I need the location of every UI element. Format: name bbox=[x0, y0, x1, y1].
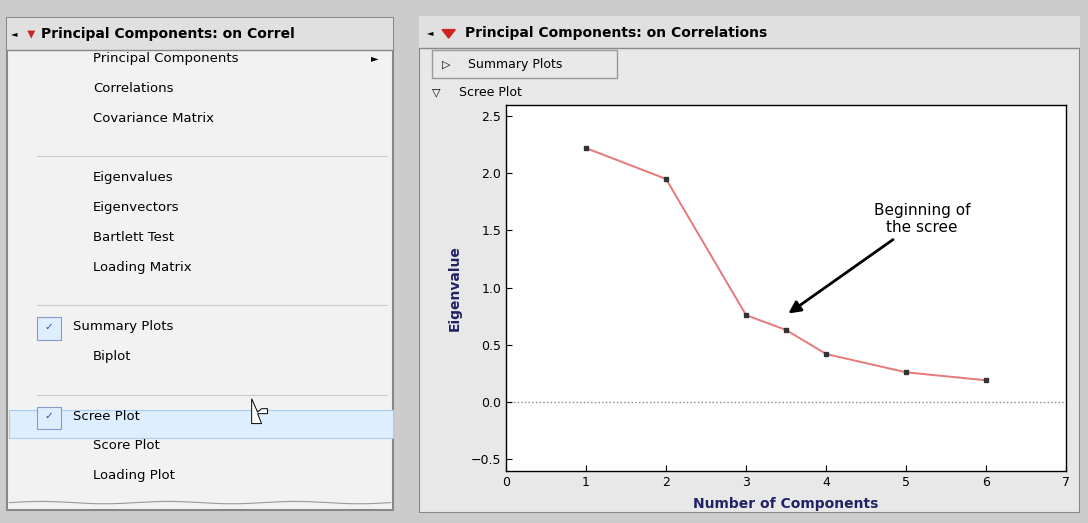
Y-axis label: Eigenvalue: Eigenvalue bbox=[448, 245, 462, 331]
Text: ▽: ▽ bbox=[432, 88, 441, 98]
Text: ◄: ◄ bbox=[11, 30, 17, 39]
Text: ✓: ✓ bbox=[45, 322, 53, 332]
Text: ▷: ▷ bbox=[442, 60, 450, 70]
Text: ◄: ◄ bbox=[426, 29, 433, 38]
Text: ►: ► bbox=[371, 53, 379, 63]
Text: Summary Plots: Summary Plots bbox=[469, 58, 562, 71]
FancyBboxPatch shape bbox=[8, 18, 393, 510]
Text: Score Plot: Score Plot bbox=[92, 439, 160, 452]
Text: Loading Matrix: Loading Matrix bbox=[92, 260, 191, 274]
Text: Loading Plot: Loading Plot bbox=[92, 469, 175, 482]
Text: Bartlett Test: Bartlett Test bbox=[92, 231, 174, 244]
Text: Summary Plots: Summary Plots bbox=[73, 320, 173, 333]
Text: Correlations: Correlations bbox=[92, 82, 173, 95]
FancyBboxPatch shape bbox=[432, 51, 617, 78]
FancyBboxPatch shape bbox=[37, 407, 61, 429]
Text: Eigenvectors: Eigenvectors bbox=[92, 201, 180, 214]
Text: Scree Plot: Scree Plot bbox=[458, 86, 521, 99]
Polygon shape bbox=[442, 30, 455, 38]
FancyBboxPatch shape bbox=[37, 317, 61, 339]
FancyBboxPatch shape bbox=[419, 16, 1080, 48]
Text: Biplot: Biplot bbox=[92, 350, 132, 363]
Text: Covariance Matrix: Covariance Matrix bbox=[92, 111, 214, 124]
Text: Principal Components: Principal Components bbox=[92, 52, 238, 65]
Polygon shape bbox=[27, 30, 35, 39]
Text: Beginning of
the scree: Beginning of the scree bbox=[791, 203, 970, 312]
X-axis label: Number of Components: Number of Components bbox=[693, 497, 879, 511]
Text: Principal Components: on Correl: Principal Components: on Correl bbox=[41, 27, 295, 41]
Text: Eigenvalues: Eigenvalues bbox=[92, 171, 173, 184]
Text: Scree Plot: Scree Plot bbox=[73, 410, 140, 423]
FancyBboxPatch shape bbox=[419, 16, 1080, 513]
Text: Principal Components: on Correlations: Principal Components: on Correlations bbox=[466, 26, 767, 40]
Polygon shape bbox=[251, 399, 268, 424]
FancyBboxPatch shape bbox=[10, 410, 393, 438]
FancyBboxPatch shape bbox=[8, 18, 393, 51]
Text: ✓: ✓ bbox=[45, 411, 53, 421]
